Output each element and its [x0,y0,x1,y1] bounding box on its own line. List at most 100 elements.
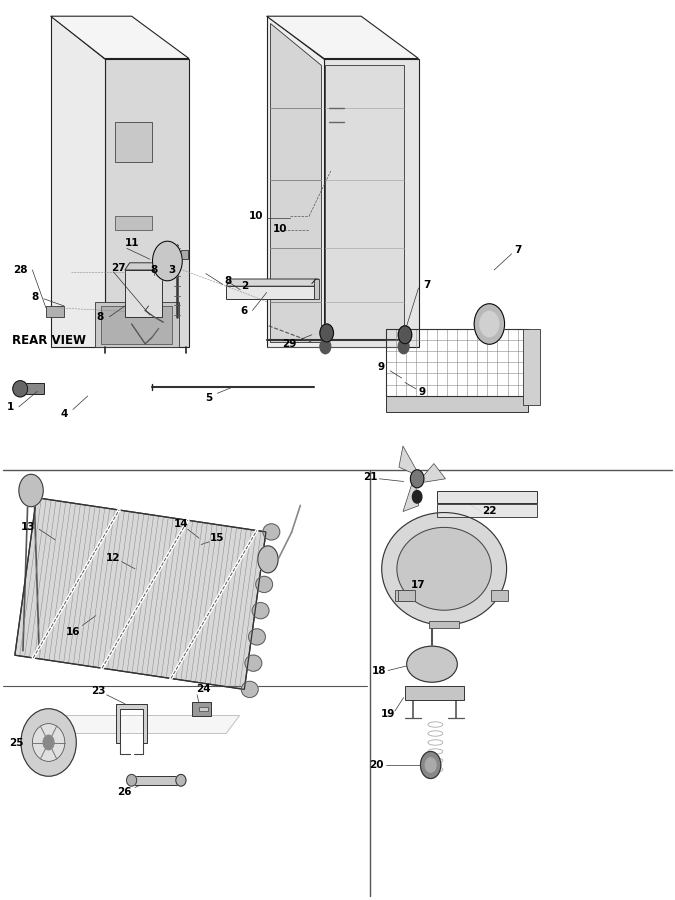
Text: 22: 22 [482,506,497,517]
Circle shape [421,752,441,778]
Polygon shape [314,279,319,299]
Text: 14: 14 [173,518,188,529]
Circle shape [320,339,331,354]
Text: 28: 28 [13,265,28,275]
Circle shape [412,491,422,503]
Text: 17: 17 [411,580,426,590]
Polygon shape [192,702,211,716]
Polygon shape [324,58,418,346]
Text: 9: 9 [378,362,385,373]
Circle shape [43,735,54,750]
Text: 13: 13 [21,521,36,532]
Circle shape [398,326,412,344]
Polygon shape [386,396,528,412]
Text: 4: 4 [61,409,68,419]
Text: 8: 8 [32,292,38,302]
Polygon shape [95,302,179,346]
Text: REAR VIEW: REAR VIEW [12,334,86,346]
Polygon shape [101,306,172,344]
Text: 24: 24 [196,684,211,695]
Text: 29: 29 [281,338,296,349]
Text: 27: 27 [111,263,126,274]
Ellipse shape [21,709,76,776]
Circle shape [410,470,424,488]
Text: 18: 18 [372,665,387,676]
Polygon shape [226,286,314,299]
Polygon shape [523,328,540,405]
Ellipse shape [248,629,265,645]
Text: 23: 23 [90,686,105,697]
Circle shape [258,545,278,572]
Polygon shape [429,621,459,628]
Ellipse shape [382,512,506,625]
Ellipse shape [252,603,269,619]
Circle shape [425,758,436,772]
Ellipse shape [263,524,280,540]
Polygon shape [267,16,418,58]
Text: 10: 10 [273,224,288,235]
Polygon shape [116,704,147,742]
Text: 15: 15 [210,533,225,544]
Polygon shape [125,270,162,317]
Polygon shape [46,306,64,317]
Text: 16: 16 [65,626,80,637]
Text: 10: 10 [249,211,264,221]
Polygon shape [132,776,181,785]
Polygon shape [15,498,266,689]
Text: 7: 7 [515,245,522,256]
Ellipse shape [474,304,504,344]
Text: 11: 11 [124,238,139,248]
Polygon shape [226,279,319,286]
Polygon shape [115,122,152,162]
Polygon shape [125,263,167,270]
Ellipse shape [397,527,491,610]
Polygon shape [398,590,415,601]
Polygon shape [417,464,446,483]
Ellipse shape [245,655,262,671]
Polygon shape [199,706,208,711]
Text: 21: 21 [362,472,377,482]
Polygon shape [437,504,537,517]
Text: 12: 12 [106,553,121,563]
Text: 1: 1 [7,401,14,412]
Text: 2: 2 [241,281,248,292]
Polygon shape [399,446,420,477]
Text: 3: 3 [169,265,176,275]
Ellipse shape [13,381,28,397]
Circle shape [320,324,333,342]
Polygon shape [403,477,418,511]
Text: 19: 19 [381,708,396,719]
Ellipse shape [176,774,186,787]
Text: 20: 20 [369,760,384,770]
Circle shape [19,474,43,507]
Ellipse shape [32,724,65,761]
Text: 25: 25 [9,738,24,749]
Ellipse shape [259,550,276,566]
Text: 5: 5 [206,392,213,403]
Ellipse shape [242,681,258,698]
Text: 7: 7 [423,280,430,291]
Polygon shape [51,16,105,346]
Polygon shape [395,590,412,601]
Polygon shape [17,382,44,394]
Text: 6: 6 [241,305,248,316]
Ellipse shape [406,646,458,682]
Polygon shape [267,16,324,346]
Text: 26: 26 [117,787,132,797]
Circle shape [153,241,182,281]
Polygon shape [437,491,537,503]
Polygon shape [49,716,240,733]
Polygon shape [491,590,508,601]
Polygon shape [51,16,189,58]
Text: 9: 9 [418,386,425,397]
Polygon shape [115,216,152,230]
Ellipse shape [127,774,136,787]
Polygon shape [325,65,404,340]
Text: 8: 8 [151,265,157,275]
Text: 8: 8 [225,275,232,286]
Ellipse shape [256,576,273,592]
Ellipse shape [480,311,499,337]
Text: 8: 8 [97,311,103,322]
Polygon shape [270,22,321,342]
Polygon shape [105,58,189,346]
